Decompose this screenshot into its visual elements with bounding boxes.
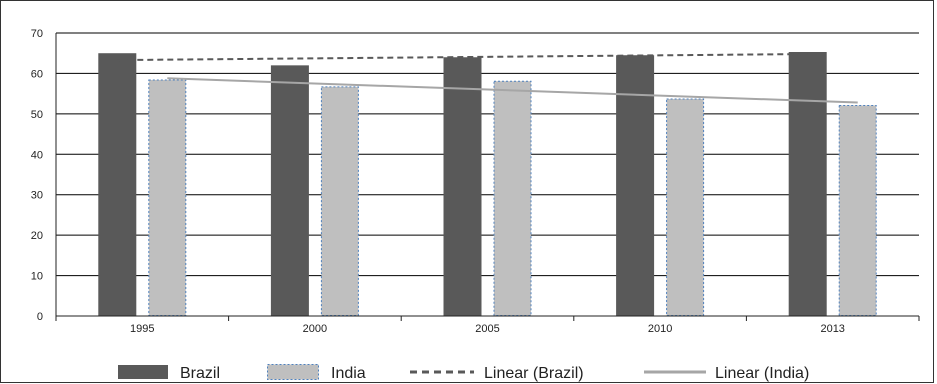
y-tick-label: 40 bbox=[31, 149, 43, 161]
x-tick-label: 2000 bbox=[303, 323, 327, 335]
x-tick-label: 2005 bbox=[475, 323, 499, 335]
gridlines bbox=[56, 32, 919, 317]
legend-label-india: India bbox=[331, 365, 366, 382]
trendline-brazil bbox=[117, 53, 808, 62]
axes: 0 10 20 30 40 50 60 70 1995 2000 2005 2010 2013 bbox=[31, 28, 920, 335]
y-tick-label: 10 bbox=[31, 271, 43, 283]
x-tick-label: 2010 bbox=[648, 323, 672, 335]
y-tick-label: 50 bbox=[31, 109, 43, 121]
bar-brazil bbox=[443, 57, 482, 316]
legend-label-brazil: Brazil bbox=[180, 365, 220, 382]
legend: Brazil India Linear (Brazil) Linear (India) bbox=[118, 364, 809, 382]
trendline-india bbox=[167, 77, 858, 104]
legend-swatch-brazil bbox=[118, 365, 168, 379]
x-tick-label: 2013 bbox=[820, 323, 844, 335]
bar-brazil bbox=[616, 55, 655, 316]
legend-swatch-india bbox=[267, 364, 319, 380]
bar-india bbox=[148, 79, 187, 316]
bar-brazil bbox=[270, 65, 309, 316]
x-tick-label: 1995 bbox=[130, 323, 154, 335]
bar-india bbox=[838, 104, 877, 316]
legend-label-linear-brazil: Linear (Brazil) bbox=[484, 365, 584, 382]
bar-india bbox=[493, 80, 532, 316]
bar-brazil bbox=[788, 52, 827, 316]
y-tick-label: 70 bbox=[31, 28, 43, 40]
trendlines bbox=[117, 53, 858, 104]
bar-brazil bbox=[98, 53, 137, 316]
bar-india bbox=[320, 86, 359, 317]
y-tick-label: 60 bbox=[31, 68, 43, 80]
y-tick-label: 20 bbox=[31, 230, 43, 242]
bar-india bbox=[666, 98, 705, 316]
bars bbox=[98, 52, 877, 317]
y-tick-label: 0 bbox=[37, 311, 43, 323]
legend-label-linear-india: Linear (India) bbox=[715, 365, 809, 382]
y-tick-label: 30 bbox=[31, 190, 43, 202]
